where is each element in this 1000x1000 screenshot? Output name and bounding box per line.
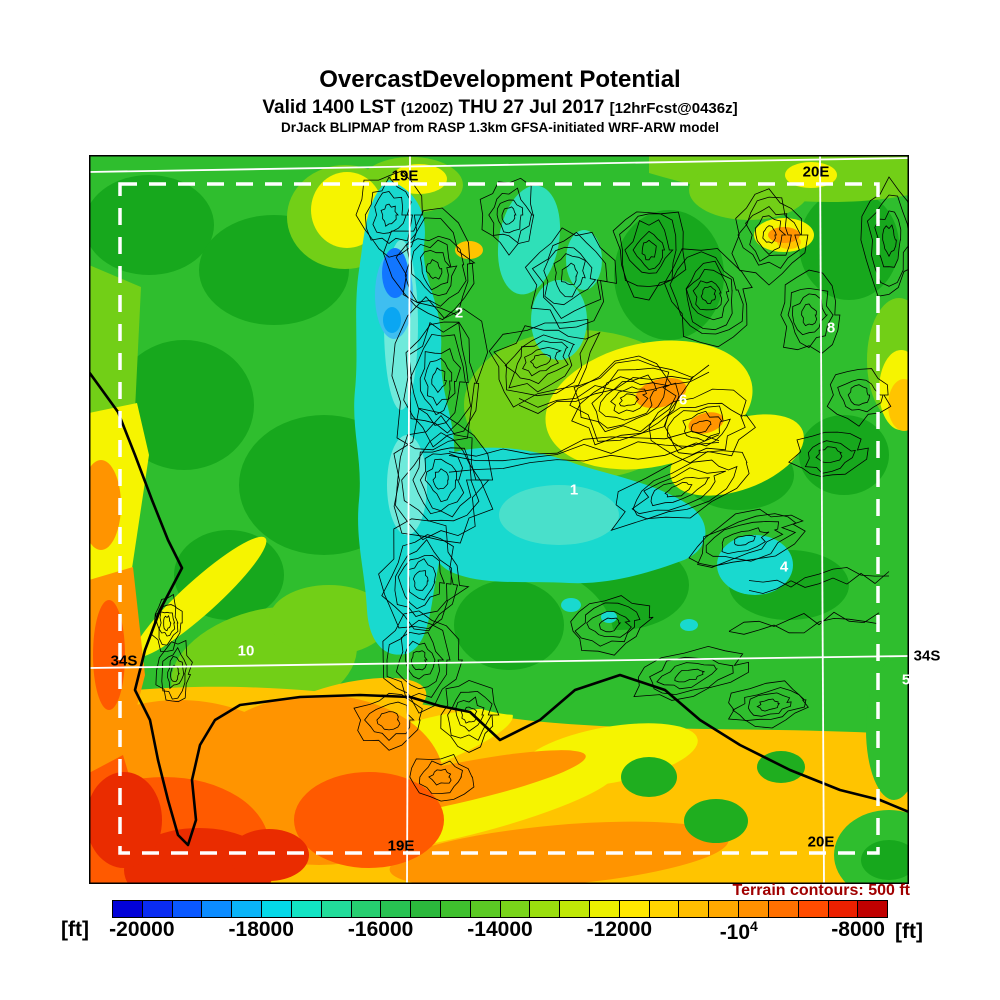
colorbar-segment: [619, 901, 650, 917]
colorbar-segment: [709, 901, 740, 917]
valid-date: THU 27 Jul 2017: [453, 96, 610, 118]
colorbar-tick: -104: [719, 918, 758, 944]
colorbar-segment: [470, 901, 501, 917]
colorbar-segment: [768, 901, 799, 917]
colorbar-segment: [113, 901, 143, 917]
valid-time-line: Valid 1400 LST (1200Z) THU 27 Jul 2017 […: [0, 97, 1000, 119]
colorbar-segment: [590, 901, 620, 917]
forecast-tag: [12hrFcst@0436z]: [609, 99, 738, 117]
colorbar-tick: -12000: [586, 918, 653, 941]
domain-dashed-rect: [118, 182, 880, 855]
unit-label-right: [ft]: [895, 920, 923, 943]
unit-label-left: [ft]: [61, 918, 89, 941]
colorbar-tick: -18000: [228, 918, 294, 941]
colorbar-segment: [142, 901, 173, 917]
colorbar-segment: [172, 901, 203, 917]
colorbar-segment: [858, 901, 888, 917]
colorbar-segment: [232, 901, 263, 917]
colorbar-tick: -8000: [831, 918, 885, 941]
header: OvercastDevelopment Potential Valid 1400…: [0, 66, 1000, 136]
colorbar-segment: [440, 901, 471, 917]
colorbar-segment: [381, 901, 412, 917]
colorbar-segment: [351, 901, 382, 917]
valid-zulu: (1200Z): [400, 99, 454, 117]
graticule-lines: [89, 155, 909, 884]
colorbar-segment: [321, 901, 352, 917]
grid-label: 34S: [913, 647, 941, 665]
colorbar-segment: [560, 901, 590, 917]
colorbar-segment: [679, 901, 710, 917]
map-border: [89, 155, 909, 884]
coastline: [89, 370, 909, 847]
colorbar-segment: [500, 901, 531, 917]
colorbar-segment: [798, 901, 829, 917]
map-svg: [89, 155, 909, 884]
colorbar-tick: -20000: [109, 918, 175, 941]
colorbar-segment: [739, 901, 769, 917]
terrain-contour-lines: [151, 170, 909, 802]
colorbar-segment: [828, 901, 859, 917]
colorbar-segment: [411, 901, 441, 917]
colorbar-segment: [202, 901, 233, 917]
colorbar-tick: -16000: [347, 918, 414, 941]
colorbar-segment: [649, 901, 680, 917]
terrain-map: [89, 155, 909, 884]
colorbar-segment: [530, 901, 561, 917]
colorbar-ticks: -20000 -18000 -16000 -14000 -12000 -104 -8000: [109, 918, 888, 946]
colorbar-tick: -14000: [467, 918, 533, 941]
model-line: DrJack BLIPMAP from RASP 1.3km GFSA-init…: [280, 120, 720, 136]
page-title: OvercastDevelopment Potential: [319, 66, 681, 93]
colorbar-segment: [291, 901, 322, 917]
terrain-note: Terrain contours: 500 ft: [732, 882, 910, 899]
valid-time: Valid 1400 LST: [262, 96, 401, 118]
colorbar-segment: [262, 901, 292, 917]
colorbar: [112, 900, 888, 918]
